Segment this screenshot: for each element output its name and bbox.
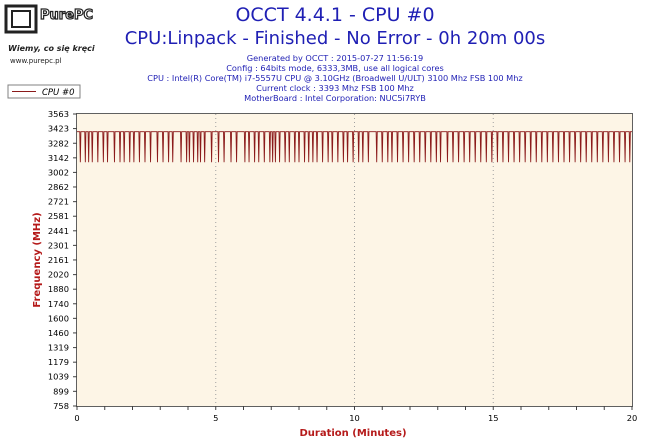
y-tick-label: 3423	[48, 124, 69, 134]
y-tick-label: 1600	[48, 313, 69, 323]
info-block: Generated by OCCT : 2015-07-27 11:56:19 …	[147, 53, 522, 103]
y-tick-label: 3142	[48, 153, 69, 163]
y-tick-label: 3282	[48, 138, 69, 148]
y-tick-label: 1880	[48, 284, 69, 294]
y-tick-label: 2441	[48, 226, 69, 236]
y-tick-label: 1460	[48, 328, 69, 338]
legend: CPU #0	[7, 84, 81, 99]
y-axis-ticks: 758 899 1039 1179 1319 1460 1600 1740 1880 2020 21…	[48, 109, 77, 411]
x-axis-ticks: 0 5 10 15 20	[74, 406, 637, 423]
brand-logo: PurePC Wiemy, co się kręci www.purepc.pl	[4, 4, 95, 65]
y-tick-label: 1179	[48, 357, 69, 367]
legend-box	[7, 84, 81, 99]
x-axis-label: Duration (Minutes)	[299, 428, 406, 439]
grid-lines	[215, 114, 494, 406]
y-tick-label: 2161	[48, 255, 69, 265]
y-tick-label: 1319	[48, 343, 69, 353]
info-generated: Generated by OCCT : 2015-07-27 11:56:19	[247, 53, 423, 63]
x-tick-label: 10	[349, 413, 360, 423]
info-clock: Current clock : 3393 Mhz FSB 100 Mhz	[256, 83, 414, 93]
x-tick-label: 0	[74, 413, 79, 423]
logo-mark-icon	[4, 4, 38, 34]
logo-tagline: Wiemy, co się kręci	[8, 44, 95, 53]
logo-brand: PurePC	[40, 8, 93, 23]
y-tick-label: 899	[53, 386, 69, 396]
legend-label: CPU #0	[42, 88, 75, 98]
x-tick-label: 15	[488, 413, 499, 423]
y-tick-label: 2721	[48, 197, 69, 207]
y-axis-label: Frequency (MHz)	[32, 212, 43, 307]
y-tick-label: 2581	[48, 211, 69, 221]
y-tick-label: 3002	[48, 167, 69, 177]
y-tick-label: 758	[53, 401, 69, 411]
y-tick-label: 2020	[48, 270, 69, 280]
info-motherboard: MotherBoard : Intel Corporation: NUC5i7R…	[244, 93, 426, 103]
y-tick-label: 3563	[48, 109, 69, 119]
chart-title: OCCT 4.4.1 - CPU #0	[235, 4, 434, 26]
y-tick-label: 2862	[48, 182, 69, 192]
logo-url: www.purepc.pl	[10, 57, 62, 65]
chart-subtitle: CPU:Linpack - Finished - No Error - 0h 2…	[125, 28, 546, 49]
y-tick-label: 1039	[48, 372, 69, 382]
x-tick-label: 20	[627, 413, 638, 423]
y-tick-label: 1740	[48, 299, 69, 309]
y-tick-label: 2301	[48, 240, 69, 250]
info-config: Config : 64bits mode, 6333,3MB, use all …	[226, 63, 444, 73]
series-line-cpu0	[77, 131, 632, 163]
series-layer	[77, 131, 632, 163]
x-tick-label: 5	[213, 413, 218, 423]
info-cpu: CPU : Intel(R) Core(TM) i7-5557U CPU @ 3…	[147, 73, 522, 83]
